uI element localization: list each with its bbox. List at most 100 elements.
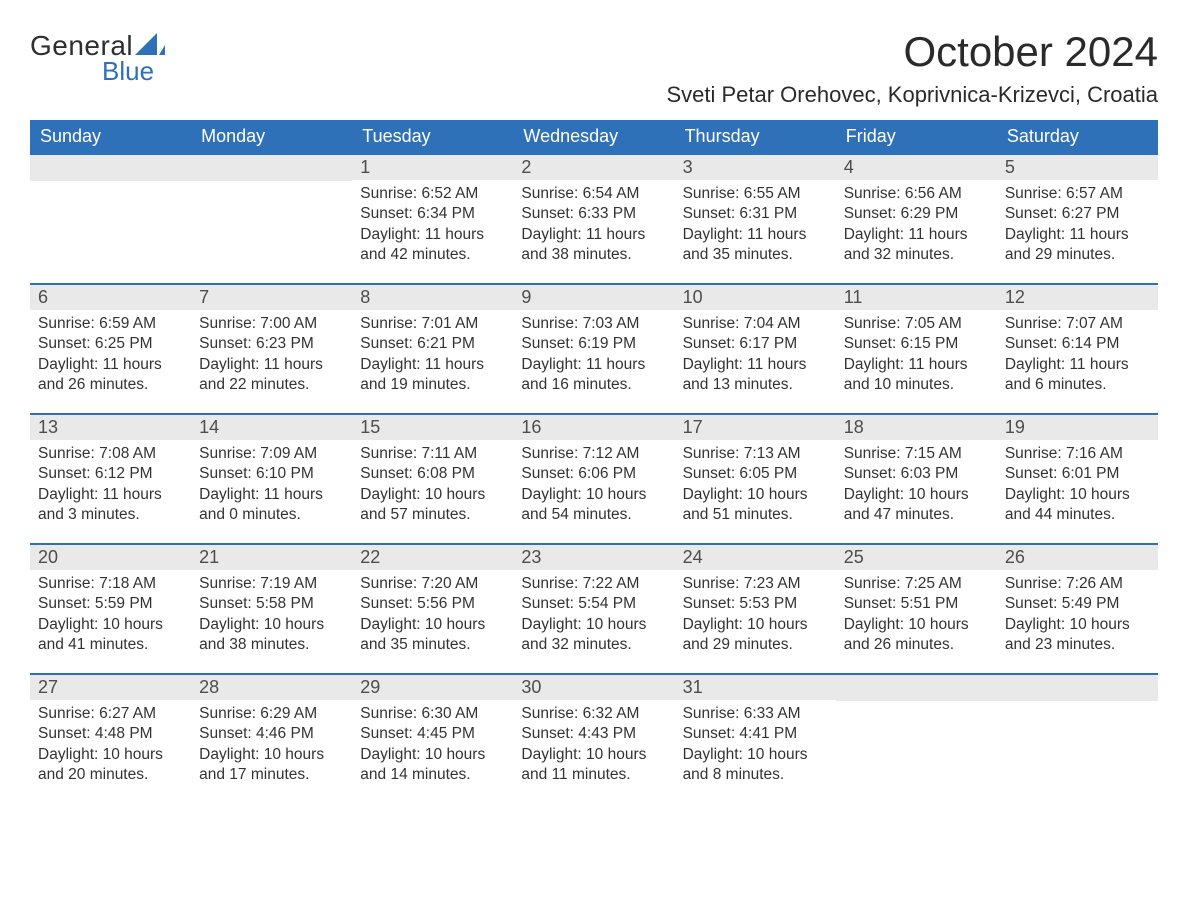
daylight-text-line1: Daylight: 11 hours	[844, 225, 989, 245]
day-body: Sunrise: 7:03 AMSunset: 6:19 PMDaylight:…	[513, 310, 674, 400]
day-body: Sunrise: 7:18 AMSunset: 5:59 PMDaylight:…	[30, 570, 191, 660]
page: General Blue October 2024 Sveti Petar Or…	[0, 0, 1188, 918]
day-number: 14	[191, 415, 352, 440]
sunrise-text: Sunrise: 6:57 AM	[1005, 184, 1150, 204]
daylight-text-line2: and 6 minutes.	[1005, 375, 1150, 395]
day-cell: 21Sunrise: 7:19 AMSunset: 5:58 PMDayligh…	[191, 545, 352, 673]
sunset-text: Sunset: 5:56 PM	[360, 594, 505, 614]
sunrise-text: Sunrise: 7:09 AM	[199, 444, 344, 464]
day-cell: 11Sunrise: 7:05 AMSunset: 6:15 PMDayligh…	[836, 285, 997, 413]
sunrise-text: Sunrise: 7:05 AM	[844, 314, 989, 334]
daylight-text-line2: and 35 minutes.	[683, 245, 828, 265]
daylight-text-line2: and 32 minutes.	[844, 245, 989, 265]
day-body: Sunrise: 7:26 AMSunset: 5:49 PMDaylight:…	[997, 570, 1158, 660]
daylight-text-line1: Daylight: 10 hours	[360, 745, 505, 765]
empty-day-cell	[836, 675, 997, 803]
daylight-text-line2: and 29 minutes.	[1005, 245, 1150, 265]
day-body: Sunrise: 6:30 AMSunset: 4:45 PMDaylight:…	[352, 700, 513, 790]
sunrise-text: Sunrise: 7:12 AM	[521, 444, 666, 464]
weekday-header: Monday	[191, 120, 352, 153]
day-number: 24	[675, 545, 836, 570]
week-row: 1Sunrise: 6:52 AMSunset: 6:34 PMDaylight…	[30, 153, 1158, 283]
daylight-text-line2: and 8 minutes.	[683, 765, 828, 785]
sunset-text: Sunset: 6:05 PM	[683, 464, 828, 484]
day-cell: 6Sunrise: 6:59 AMSunset: 6:25 PMDaylight…	[30, 285, 191, 413]
daylight-text-line1: Daylight: 11 hours	[844, 355, 989, 375]
day-body: Sunrise: 6:27 AMSunset: 4:48 PMDaylight:…	[30, 700, 191, 790]
daylight-text-line1: Daylight: 10 hours	[844, 485, 989, 505]
daylight-text-line2: and 38 minutes.	[521, 245, 666, 265]
day-cell: 14Sunrise: 7:09 AMSunset: 6:10 PMDayligh…	[191, 415, 352, 543]
weekday-header: Thursday	[675, 120, 836, 153]
daylight-text-line2: and 26 minutes.	[38, 375, 183, 395]
sunset-text: Sunset: 6:17 PM	[683, 334, 828, 354]
weeks-container: 1Sunrise: 6:52 AMSunset: 6:34 PMDaylight…	[30, 153, 1158, 803]
sunset-text: Sunset: 6:21 PM	[360, 334, 505, 354]
empty-day-body	[997, 701, 1158, 803]
empty-day-cell	[997, 675, 1158, 803]
sunset-text: Sunset: 6:10 PM	[199, 464, 344, 484]
empty-day-strip	[836, 675, 997, 701]
weekday-header: Sunday	[30, 120, 191, 153]
day-number: 10	[675, 285, 836, 310]
day-number: 18	[836, 415, 997, 440]
sunrise-text: Sunrise: 7:11 AM	[360, 444, 505, 464]
daylight-text-line1: Daylight: 10 hours	[844, 615, 989, 635]
daylight-text-line2: and 10 minutes.	[844, 375, 989, 395]
day-number: 1	[352, 155, 513, 180]
daylight-text-line1: Daylight: 11 hours	[199, 355, 344, 375]
sunset-text: Sunset: 6:29 PM	[844, 204, 989, 224]
day-number: 21	[191, 545, 352, 570]
daylight-text-line1: Daylight: 10 hours	[1005, 615, 1150, 635]
sunset-text: Sunset: 4:43 PM	[521, 724, 666, 744]
daylight-text-line1: Daylight: 10 hours	[38, 745, 183, 765]
day-body: Sunrise: 6:56 AMSunset: 6:29 PMDaylight:…	[836, 180, 997, 270]
daylight-text-line1: Daylight: 10 hours	[360, 615, 505, 635]
sunrise-text: Sunrise: 7:18 AM	[38, 574, 183, 594]
day-body: Sunrise: 7:07 AMSunset: 6:14 PMDaylight:…	[997, 310, 1158, 400]
day-number: 3	[675, 155, 836, 180]
sunrise-text: Sunrise: 6:59 AM	[38, 314, 183, 334]
daylight-text-line1: Daylight: 11 hours	[521, 355, 666, 375]
daylight-text-line1: Daylight: 11 hours	[1005, 355, 1150, 375]
daylight-text-line1: Daylight: 10 hours	[38, 615, 183, 635]
top-row: General Blue October 2024 Sveti Petar Or…	[30, 20, 1158, 120]
sunrise-text: Sunrise: 7:07 AM	[1005, 314, 1150, 334]
day-body: Sunrise: 7:00 AMSunset: 6:23 PMDaylight:…	[191, 310, 352, 400]
sunrise-text: Sunrise: 7:04 AM	[683, 314, 828, 334]
day-body: Sunrise: 7:23 AMSunset: 5:53 PMDaylight:…	[675, 570, 836, 660]
daylight-text-line2: and 11 minutes.	[521, 765, 666, 785]
daylight-text-line2: and 32 minutes.	[521, 635, 666, 655]
sunset-text: Sunset: 4:45 PM	[360, 724, 505, 744]
daylight-text-line2: and 57 minutes.	[360, 505, 505, 525]
day-cell: 15Sunrise: 7:11 AMSunset: 6:08 PMDayligh…	[352, 415, 513, 543]
day-cell: 1Sunrise: 6:52 AMSunset: 6:34 PMDaylight…	[352, 155, 513, 283]
day-cell: 13Sunrise: 7:08 AMSunset: 6:12 PMDayligh…	[30, 415, 191, 543]
day-body: Sunrise: 7:25 AMSunset: 5:51 PMDaylight:…	[836, 570, 997, 660]
sunset-text: Sunset: 6:14 PM	[1005, 334, 1150, 354]
sunset-text: Sunset: 4:46 PM	[199, 724, 344, 744]
sunrise-text: Sunrise: 7:08 AM	[38, 444, 183, 464]
empty-day-strip	[30, 155, 191, 181]
empty-day-body	[836, 701, 997, 803]
daylight-text-line1: Daylight: 10 hours	[521, 615, 666, 635]
daylight-text-line2: and 44 minutes.	[1005, 505, 1150, 525]
daylight-text-line1: Daylight: 10 hours	[521, 745, 666, 765]
day-cell: 28Sunrise: 6:29 AMSunset: 4:46 PMDayligh…	[191, 675, 352, 803]
day-number: 31	[675, 675, 836, 700]
day-cell: 9Sunrise: 7:03 AMSunset: 6:19 PMDaylight…	[513, 285, 674, 413]
day-body: Sunrise: 7:04 AMSunset: 6:17 PMDaylight:…	[675, 310, 836, 400]
daylight-text-line2: and 41 minutes.	[38, 635, 183, 655]
sunrise-text: Sunrise: 6:56 AM	[844, 184, 989, 204]
day-cell: 16Sunrise: 7:12 AMSunset: 6:06 PMDayligh…	[513, 415, 674, 543]
daylight-text-line2: and 14 minutes.	[360, 765, 505, 785]
sunrise-text: Sunrise: 7:00 AM	[199, 314, 344, 334]
day-cell: 2Sunrise: 6:54 AMSunset: 6:33 PMDaylight…	[513, 155, 674, 283]
sunrise-text: Sunrise: 7:16 AM	[1005, 444, 1150, 464]
daylight-text-line1: Daylight: 11 hours	[1005, 225, 1150, 245]
weekday-header: Saturday	[997, 120, 1158, 153]
day-number: 25	[836, 545, 997, 570]
sunset-text: Sunset: 6:19 PM	[521, 334, 666, 354]
day-body: Sunrise: 7:13 AMSunset: 6:05 PMDaylight:…	[675, 440, 836, 530]
daylight-text-line2: and 29 minutes.	[683, 635, 828, 655]
